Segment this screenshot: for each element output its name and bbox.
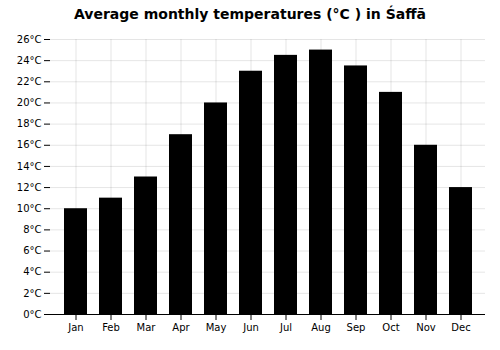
svg-text:2°C: 2°C (23, 288, 41, 299)
svg-text:May: May (206, 322, 227, 333)
svg-text:6°C: 6°C (23, 245, 41, 256)
svg-text:Jun: Jun (242, 322, 259, 333)
svg-text:Sep: Sep (347, 322, 366, 333)
svg-text:20°C: 20°C (17, 97, 42, 108)
svg-text:26°C: 26°C (17, 34, 42, 45)
html-text:Average monthly temperatures (: Average monthly temperatures (°C ) in Śa… (74, 6, 426, 22)
svg-text:12°C: 12°C (17, 182, 42, 193)
svg-text:24°C: 24°C (17, 55, 42, 66)
svg-text:4°C: 4°C (23, 266, 41, 277)
svg-text:Apr: Apr (172, 322, 190, 333)
svg-text:Oct: Oct (382, 322, 399, 333)
svg-text:Jan: Jan (67, 322, 83, 333)
svg-text:16°C: 16°C (17, 139, 42, 150)
svg-text:Jul: Jul (279, 322, 292, 333)
svg-text:22°C: 22°C (17, 76, 42, 87)
svg-text:Dec: Dec (451, 322, 470, 333)
svg-text:18°C: 18°C (17, 118, 42, 129)
svg-text:0°C: 0°C (23, 309, 41, 320)
svg-text:8°C: 8°C (23, 224, 41, 235)
svg-text:Feb: Feb (102, 322, 120, 333)
svg-text:Aug: Aug (311, 322, 331, 333)
svg-text:10°C: 10°C (17, 203, 42, 214)
svg-text:Mar: Mar (137, 322, 157, 333)
svg-text:14°C: 14°C (17, 161, 42, 172)
svg-text:Nov: Nov (416, 322, 436, 333)
